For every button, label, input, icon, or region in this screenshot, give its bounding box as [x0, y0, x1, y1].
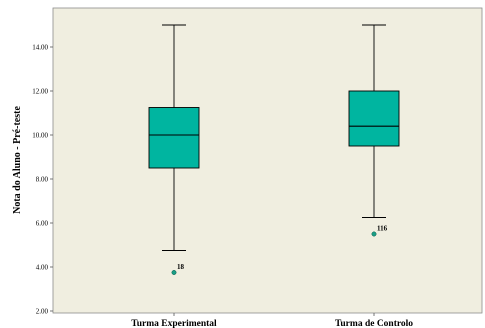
y-tick-label: 12.00 [32, 88, 48, 96]
y-tick-label: 14.00 [32, 44, 48, 52]
outlier-point [171, 270, 177, 275]
x-category-label: Turma de Controlo [335, 319, 413, 328]
outlier-point [371, 231, 377, 237]
outlier-label: 18 [177, 263, 185, 271]
y-tick-label: 6.00 [36, 220, 49, 228]
box-series: 18 116 [148, 24, 400, 275]
box-group: 18 [148, 24, 200, 275]
plot-area [52, 7, 483, 314]
x-category-label: Turma Experimental [131, 319, 217, 328]
y-axis: 2.00 4.00 6.00 8.00 10.00 12.00 14.00 [32, 44, 53, 316]
x-axis: Turma Experimental Turma de Controlo [131, 313, 413, 328]
y-tick-label: 4.00 [36, 264, 49, 272]
box-group: 116 [348, 24, 400, 237]
y-tick-label: 2.00 [36, 308, 49, 316]
y-tick-label: 8.00 [36, 176, 49, 184]
y-tick-label: 10.00 [32, 132, 48, 140]
outlier-label: 116 [377, 225, 388, 233]
iqr-box [148, 107, 200, 169]
y-axis-label: Nota do Aluno - Pré-teste [12, 106, 23, 214]
iqr-box [348, 90, 400, 147]
